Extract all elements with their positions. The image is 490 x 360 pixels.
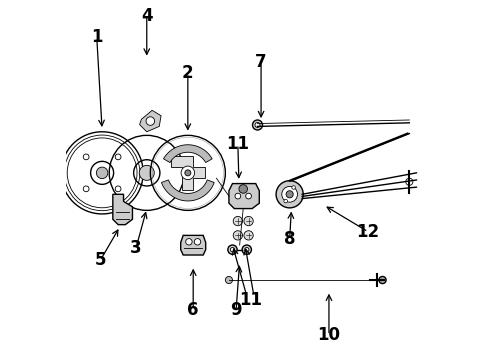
Circle shape: [233, 216, 243, 226]
Circle shape: [228, 245, 237, 254]
Circle shape: [252, 120, 263, 130]
Text: 2: 2: [182, 64, 194, 82]
Circle shape: [97, 167, 108, 179]
Text: 11: 11: [239, 291, 262, 309]
Circle shape: [230, 248, 235, 252]
Text: 10: 10: [318, 327, 341, 345]
Circle shape: [235, 193, 241, 199]
Circle shape: [185, 170, 191, 176]
Text: 4: 4: [141, 7, 152, 25]
Circle shape: [139, 165, 154, 180]
Text: 6: 6: [188, 301, 199, 319]
Circle shape: [245, 193, 251, 199]
Polygon shape: [161, 180, 214, 201]
Polygon shape: [113, 194, 132, 225]
Circle shape: [115, 186, 121, 192]
Polygon shape: [181, 235, 206, 255]
Circle shape: [255, 122, 260, 127]
Circle shape: [244, 216, 253, 226]
Circle shape: [83, 186, 89, 192]
Circle shape: [379, 276, 386, 284]
Circle shape: [239, 185, 247, 193]
Circle shape: [194, 239, 201, 245]
Polygon shape: [140, 111, 161, 132]
Text: 9: 9: [230, 301, 242, 319]
Circle shape: [282, 186, 297, 202]
Circle shape: [186, 239, 192, 245]
Circle shape: [233, 231, 243, 240]
Text: 1: 1: [91, 28, 102, 46]
Text: 12: 12: [357, 223, 380, 241]
Text: 7: 7: [255, 53, 267, 71]
Text: 8: 8: [284, 230, 295, 248]
Circle shape: [146, 117, 155, 125]
Circle shape: [406, 178, 413, 185]
Circle shape: [83, 154, 89, 160]
Text: 11: 11: [226, 135, 249, 153]
Polygon shape: [171, 156, 205, 190]
Circle shape: [242, 245, 251, 254]
Polygon shape: [229, 184, 259, 208]
Circle shape: [284, 199, 288, 203]
Circle shape: [181, 166, 195, 180]
Circle shape: [286, 191, 293, 198]
Polygon shape: [164, 145, 212, 163]
Circle shape: [276, 181, 303, 208]
Circle shape: [244, 231, 253, 240]
Circle shape: [292, 186, 295, 189]
Circle shape: [115, 154, 121, 160]
Circle shape: [225, 276, 232, 284]
Text: 5: 5: [95, 251, 106, 269]
Circle shape: [245, 248, 249, 252]
Text: 3: 3: [130, 239, 142, 257]
